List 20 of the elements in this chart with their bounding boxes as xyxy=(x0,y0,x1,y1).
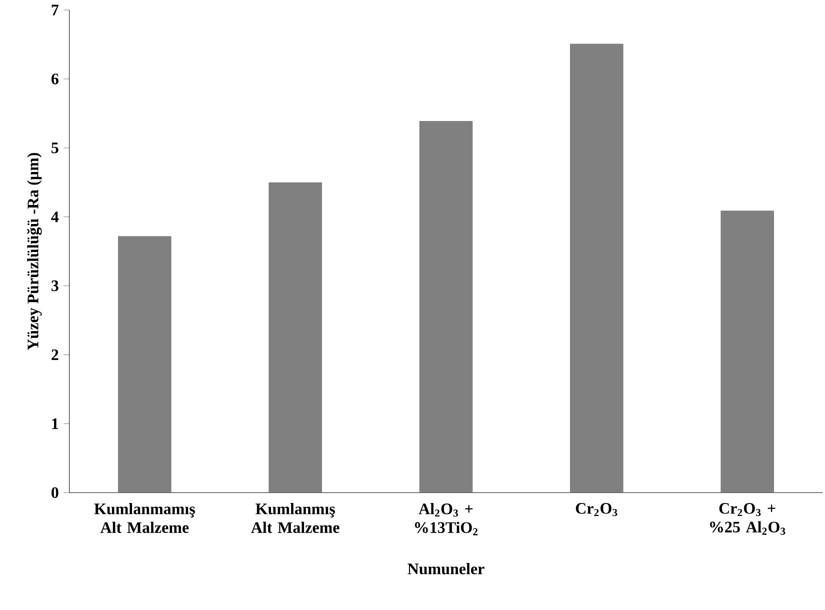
bar xyxy=(720,210,774,493)
x-axis-title: Numuneler xyxy=(408,563,484,574)
y-tick-label: 4 xyxy=(51,212,59,222)
y-tick-label: 5 xyxy=(52,142,58,154)
y-tick-label: 1 xyxy=(52,418,58,429)
x-tick-label: Kumlanmış Alt Malzeme xyxy=(251,503,340,533)
y-tick-label: 6 xyxy=(51,74,58,84)
y-tick-label: 0 xyxy=(52,487,58,498)
bar xyxy=(570,44,624,493)
category-label: Cr$_{2}$O$_{3}$ + %25 Al$_{2}$O$_{3}$ xyxy=(710,503,786,535)
bar xyxy=(118,236,172,493)
x-tick-label: Cr$_{2}$O$_{3}$ xyxy=(576,503,618,516)
y-tick-label: 3 xyxy=(52,280,58,292)
y-axis-title: Yüzey Pürüzlülüğü -Ra (µm) xyxy=(26,153,42,350)
bar xyxy=(268,182,322,493)
x-tick-label: Al$_{2}$O$_{3}$ + %13TiO$_{2}$ xyxy=(414,503,478,536)
x-tick-label: Kumlanmamış Alt Malzeme xyxy=(94,503,195,533)
bar xyxy=(419,121,473,493)
y-tick-label: 7 xyxy=(52,4,59,16)
y-tick-label: 2 xyxy=(52,349,58,360)
